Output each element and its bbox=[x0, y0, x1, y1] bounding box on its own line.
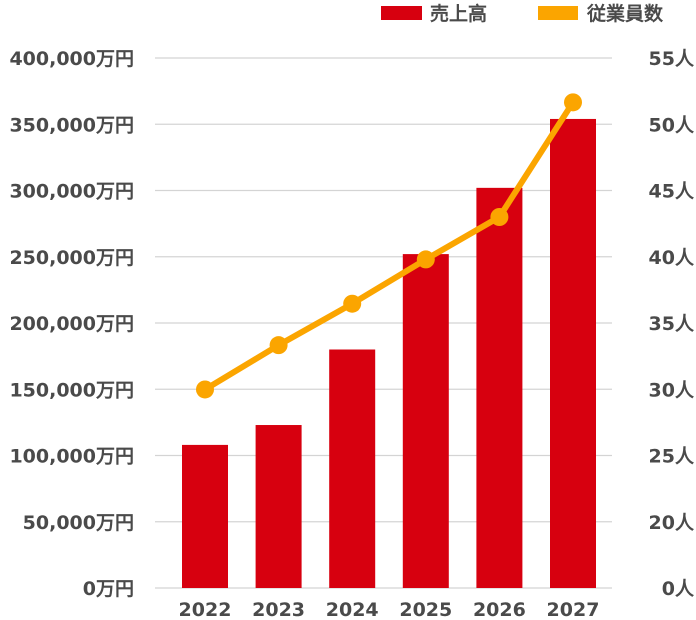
left-tick-label-2: 100,000万円 bbox=[9, 446, 134, 468]
bar-2026 bbox=[476, 187, 523, 588]
point-2026 bbox=[490, 208, 509, 226]
right-axis-ticks: 0人 20人 25人 30人 35人 40人 45人 50人 55人 bbox=[649, 48, 695, 600]
right-tick-label-2: 25人 bbox=[649, 446, 695, 468]
right-tick-label-0: 0人 bbox=[662, 578, 695, 600]
employees-line bbox=[202, 99, 576, 393]
x-tick-label-2026: 2026 bbox=[473, 599, 526, 620]
bar-2024 bbox=[329, 349, 376, 588]
point-2025 bbox=[416, 250, 435, 269]
left-tick-label-4: 200,000万円 bbox=[9, 313, 134, 335]
left-tick-label-7: 350,000万円 bbox=[9, 114, 134, 136]
x-tick-label-2027: 2027 bbox=[547, 599, 600, 620]
left-tick-label-6: 300,000万円 bbox=[9, 181, 134, 203]
right-tick-label-1: 20人 bbox=[649, 512, 695, 534]
point-2027 bbox=[564, 93, 582, 112]
x-axis-ticks: 2022 2023 2024 2025 2026 2027 bbox=[179, 599, 600, 620]
x-tick-label-2022: 2022 bbox=[179, 599, 232, 620]
right-tick-label-3: 30人 bbox=[649, 379, 695, 401]
legend-swatch-sales bbox=[381, 6, 422, 20]
bar-2025 bbox=[402, 254, 449, 588]
line-series-employees bbox=[196, 93, 582, 399]
point-2023 bbox=[269, 336, 288, 355]
x-tick-label-2024: 2024 bbox=[326, 599, 379, 620]
x-tick-label-2023: 2023 bbox=[252, 599, 305, 620]
point-2022 bbox=[196, 380, 214, 399]
left-tick-label-8: 400,000万円 bbox=[9, 48, 134, 70]
left-axis-ticks: 0万円 50,000万円 100,000万円 150,000万円 200,000万円 25… bbox=[9, 48, 134, 600]
left-tick-label-3: 150,000万円 bbox=[9, 379, 134, 401]
left-tick-label-5: 250,000万円 bbox=[9, 247, 134, 269]
right-tick-label-6: 45人 bbox=[649, 181, 695, 203]
right-tick-label-5: 40人 bbox=[649, 247, 695, 269]
legend-label-sales: 売上高 bbox=[430, 2, 487, 25]
legend-label-employees: 従業員数 bbox=[586, 2, 664, 25]
legend: 売上高 従業員数 bbox=[381, 2, 664, 25]
point-2024 bbox=[343, 294, 362, 313]
left-tick-label-0: 0万円 bbox=[83, 578, 134, 600]
bar-series-sales bbox=[182, 118, 596, 588]
right-tick-label-8: 55人 bbox=[649, 48, 695, 70]
right-tick-label-4: 35人 bbox=[649, 313, 695, 335]
bar-2027 bbox=[550, 118, 596, 588]
gridlines bbox=[155, 57, 612, 589]
legend-swatch-employees bbox=[538, 6, 578, 20]
bar-2023 bbox=[255, 425, 302, 588]
right-tick-label-7: 50人 bbox=[649, 114, 695, 136]
bar-2022 bbox=[182, 444, 228, 588]
x-tick-label-2025: 2025 bbox=[399, 599, 452, 620]
left-tick-label-1: 50,000万円 bbox=[23, 512, 134, 534]
